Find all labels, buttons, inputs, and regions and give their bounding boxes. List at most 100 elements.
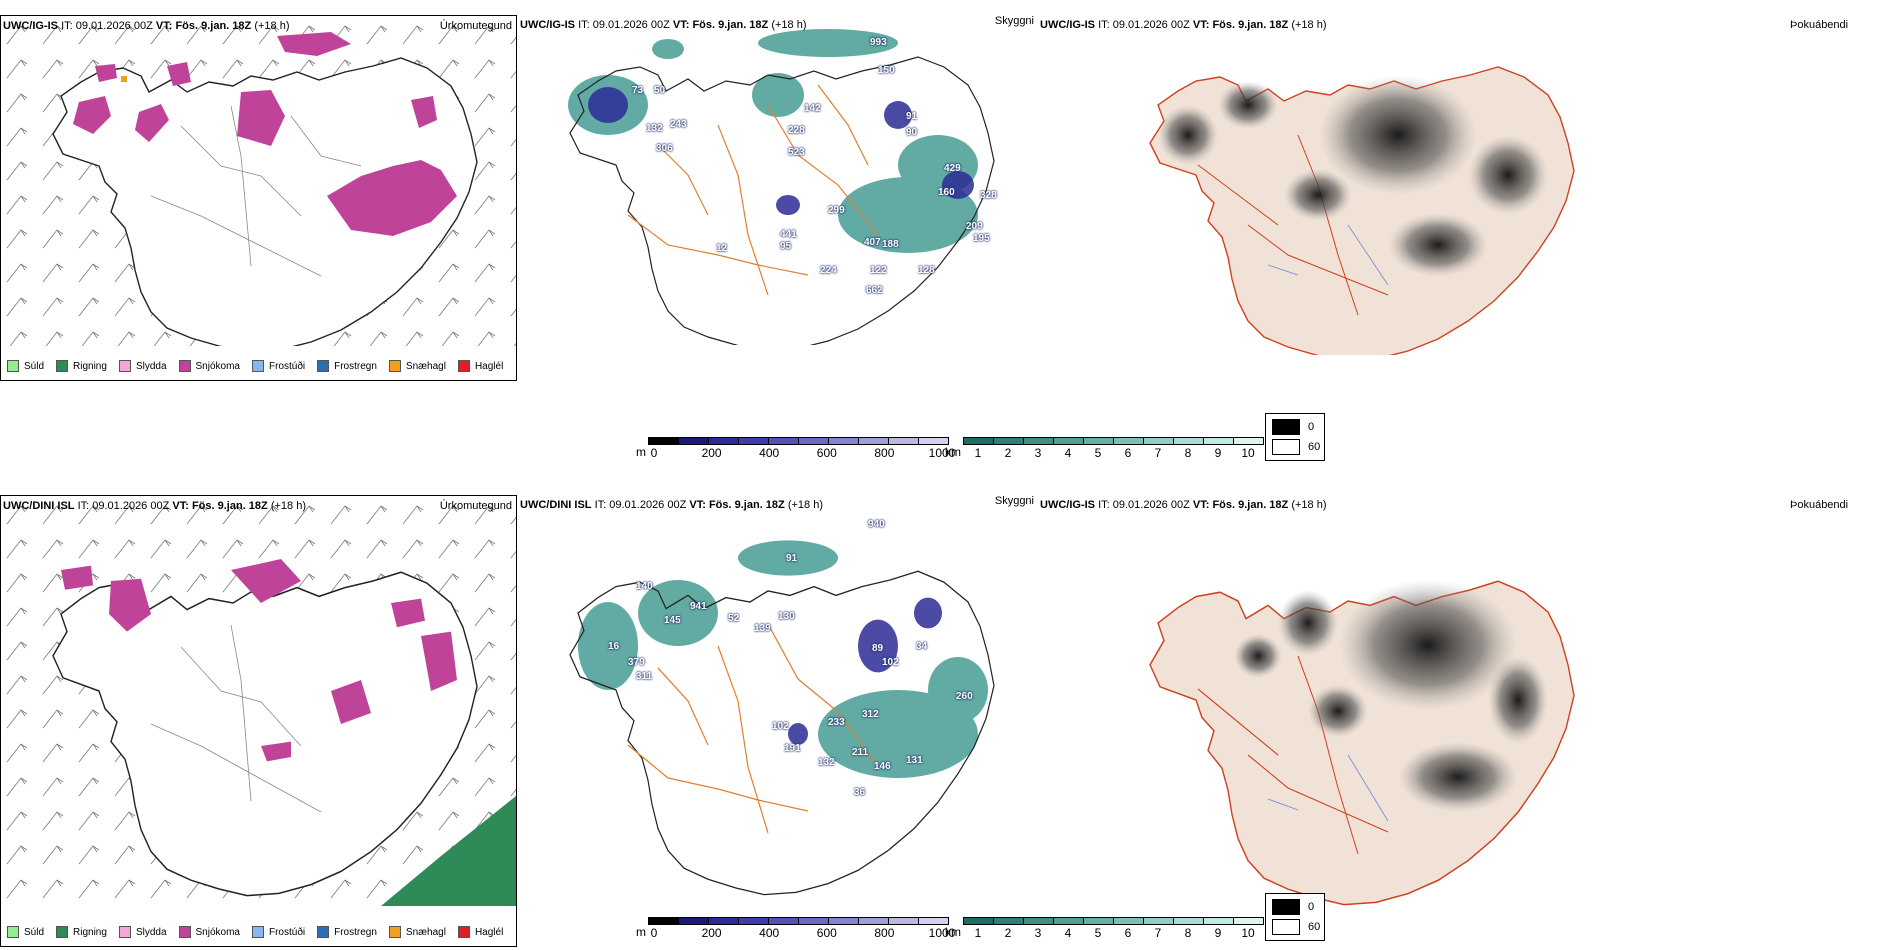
legend-swatch: [388, 360, 401, 372]
legend-item: Frostúði: [251, 360, 305, 372]
colorbar-segment: [1203, 437, 1234, 445]
colorbar-segment: [738, 437, 769, 445]
colorbar-tick: 200: [701, 926, 722, 940]
precip-type-panel-dini: UWC/DINI ISL IT: 09.01.2026 00Z VT: Fös.…: [0, 495, 517, 947]
colorbar-segment: [1053, 917, 1084, 925]
colorbar-tick: 4: [1064, 446, 1072, 460]
fog-map-dini: [1149, 579, 1575, 906]
fog-map-ig: [1149, 66, 1575, 355]
fog-panel-dini: UWC/IG-IS IT: 09.01.2026 00Z VT: Fös. 9.…: [1038, 495, 1900, 915]
legend-item: Súld: [7, 360, 44, 372]
colorbar-tick: 7: [1154, 926, 1162, 940]
legend-item: Snæhagl: [388, 360, 446, 372]
colorbar-segment: [1173, 437, 1204, 445]
cloud-base-label: 233: [828, 717, 845, 728]
fog-legend-ig: 0 60: [1265, 413, 1325, 461]
colorbar-tick: 400: [759, 446, 780, 460]
legend-swatch: [118, 360, 131, 372]
cloud-base-label: 131: [906, 755, 923, 766]
cloud-panel-dini: UWC/DINI ISL IT: 09.01.2026 00Z VT: Fös.…: [518, 495, 1038, 915]
precip-type-map-ig: [1, 16, 516, 346]
precip-type-panel-ig: UWC/IG-IS IT: 09.01.2026 00Z VT: Fös. 9.…: [0, 15, 517, 381]
colorbar-tick: 6: [1124, 926, 1132, 940]
cloud-base-label: 328: [980, 190, 997, 201]
cloud-base-label: 142: [804, 103, 821, 114]
cloud-base-label: 102: [882, 657, 899, 668]
colorbar-height-dini: m 0 200 400 600 800 1000: [636, 917, 955, 943]
colorbar-segment: [798, 437, 829, 445]
colorbar-tick: 2: [1004, 446, 1012, 460]
colorbar-segment: [858, 437, 889, 445]
cloud-base-label: 36: [854, 787, 866, 798]
panel-title: Skyggni: [994, 15, 1034, 27]
colorbar-segment: [738, 917, 769, 925]
cloud-base-label: 146: [874, 761, 891, 772]
cloud-base-label: 243: [670, 119, 687, 130]
colorbar-tick: 0: [650, 446, 658, 460]
precip-legend: Súld Rigning Slydda Snjókoma Frostúði Fr…: [7, 360, 503, 372]
legend-swatch: [317, 360, 330, 372]
colorbar-tick: 200: [701, 446, 722, 460]
cloud-base-label: 209: [966, 221, 983, 232]
colorbar-segment: [918, 437, 949, 445]
cloud-base-label: 441: [780, 229, 797, 240]
legend-swatch: [178, 926, 191, 938]
colorbar-segment: [888, 437, 919, 445]
colorbar-segment: [1233, 437, 1264, 445]
legend-swatch: [317, 926, 330, 938]
colorbar-tick: 8: [1184, 446, 1192, 460]
colorbar-segment: [678, 917, 709, 925]
cloud-base-label: 140: [636, 581, 653, 592]
colorbar-segment: [768, 437, 799, 445]
colorbar-tick: 7: [1154, 446, 1162, 460]
colorbar-segment: [1143, 917, 1174, 925]
cloud-base-label: 160: [938, 187, 955, 198]
panel-title: Þokuábendi: [1790, 19, 1849, 31]
cloud-base-label: 102: [772, 721, 789, 732]
colorbar-segment: [993, 917, 1024, 925]
colorbar-tick: 400: [759, 926, 780, 940]
cloud-base-label: 89: [872, 643, 884, 654]
cloud-base-label: 311: [636, 671, 653, 682]
cloud-base-label: 940: [868, 519, 885, 530]
cloud-base-label: 95: [780, 241, 792, 252]
fog-legend-swatch: [1272, 899, 1300, 915]
legend-swatch: [178, 360, 191, 372]
colorbar-segment: [888, 917, 919, 925]
panel-title: Skyggni: [994, 495, 1034, 507]
cloud-base-label: 50: [654, 85, 666, 96]
colorbar-km-ig: km 1 2 3 4 5 6 7 8 9 10: [945, 437, 1265, 463]
legend-item: Rigning: [56, 926, 107, 938]
cloud-base-label: 993: [870, 37, 887, 48]
colorbar-tick: 1000: [928, 926, 956, 940]
legend-swatch: [7, 360, 19, 372]
cloud-base-label: 73: [632, 85, 644, 96]
cloud-base-label: 224: [820, 265, 837, 276]
colorbar-tick: 9: [1214, 926, 1222, 940]
colorbar-unit: km: [945, 445, 961, 459]
cloud-base-label: 662: [866, 285, 883, 296]
colorbar-segment: [1203, 917, 1234, 925]
panel-header: UWC/IG-IS IT: 09.01.2026 00Z VT: Fös. 9.…: [520, 19, 807, 31]
legend-swatch: [457, 360, 470, 372]
colorbar-segment: [963, 437, 994, 445]
legend-item: Súld: [7, 926, 44, 938]
panel-title: Þokuábendi: [1790, 499, 1849, 511]
colorbar-unit: m: [636, 445, 646, 459]
colorbar-tick: 800: [874, 446, 895, 460]
fog-legend-swatch: [1272, 439, 1300, 455]
cloud-base-label: 211: [852, 747, 869, 758]
colorbar-tick: 3: [1034, 446, 1042, 460]
colorbar-segment: [678, 437, 709, 445]
cloud-base-label: 132: [646, 123, 663, 134]
legend-swatch: [7, 926, 19, 938]
colorbar-segment: [993, 437, 1024, 445]
colorbar-tick: 800: [874, 926, 895, 940]
cloud-base-label: 941: [690, 601, 707, 612]
legend-swatch: [56, 360, 69, 372]
cloud-base-label: 312: [862, 709, 879, 720]
legend-item: Haglél: [457, 360, 503, 372]
colorbar-tick: 9: [1214, 446, 1222, 460]
legend-item: Haglél: [457, 926, 503, 938]
cloud-base-label: 91: [786, 553, 798, 564]
